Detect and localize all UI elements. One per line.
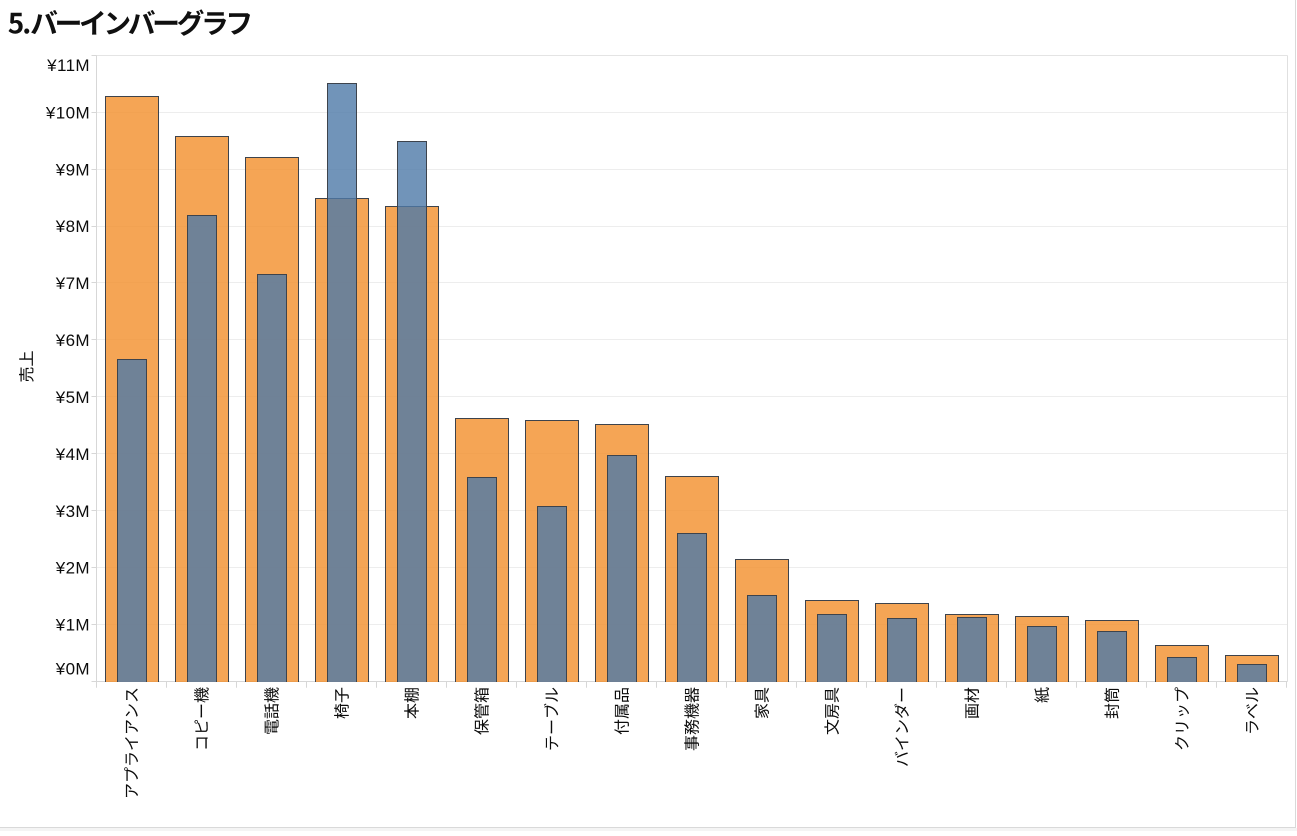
svg-text:¥0M: ¥0M [55,660,90,679]
svg-text:¥10M: ¥10M [45,103,90,122]
svg-text:¥1M: ¥1M [55,616,90,635]
svg-text:¥6M: ¥6M [55,331,90,350]
svg-text:¥11M: ¥11M [46,56,90,75]
svg-text:¥3M: ¥3M [55,502,90,521]
svg-text:¥8M: ¥8M [55,217,90,236]
svg-text:¥9M: ¥9M [55,160,90,179]
svg-text:¥7M: ¥7M [55,274,90,293]
svg-text:¥4M: ¥4M [55,445,90,464]
svg-text:¥5M: ¥5M [55,388,90,407]
svg-text:¥2M: ¥2M [55,559,90,578]
